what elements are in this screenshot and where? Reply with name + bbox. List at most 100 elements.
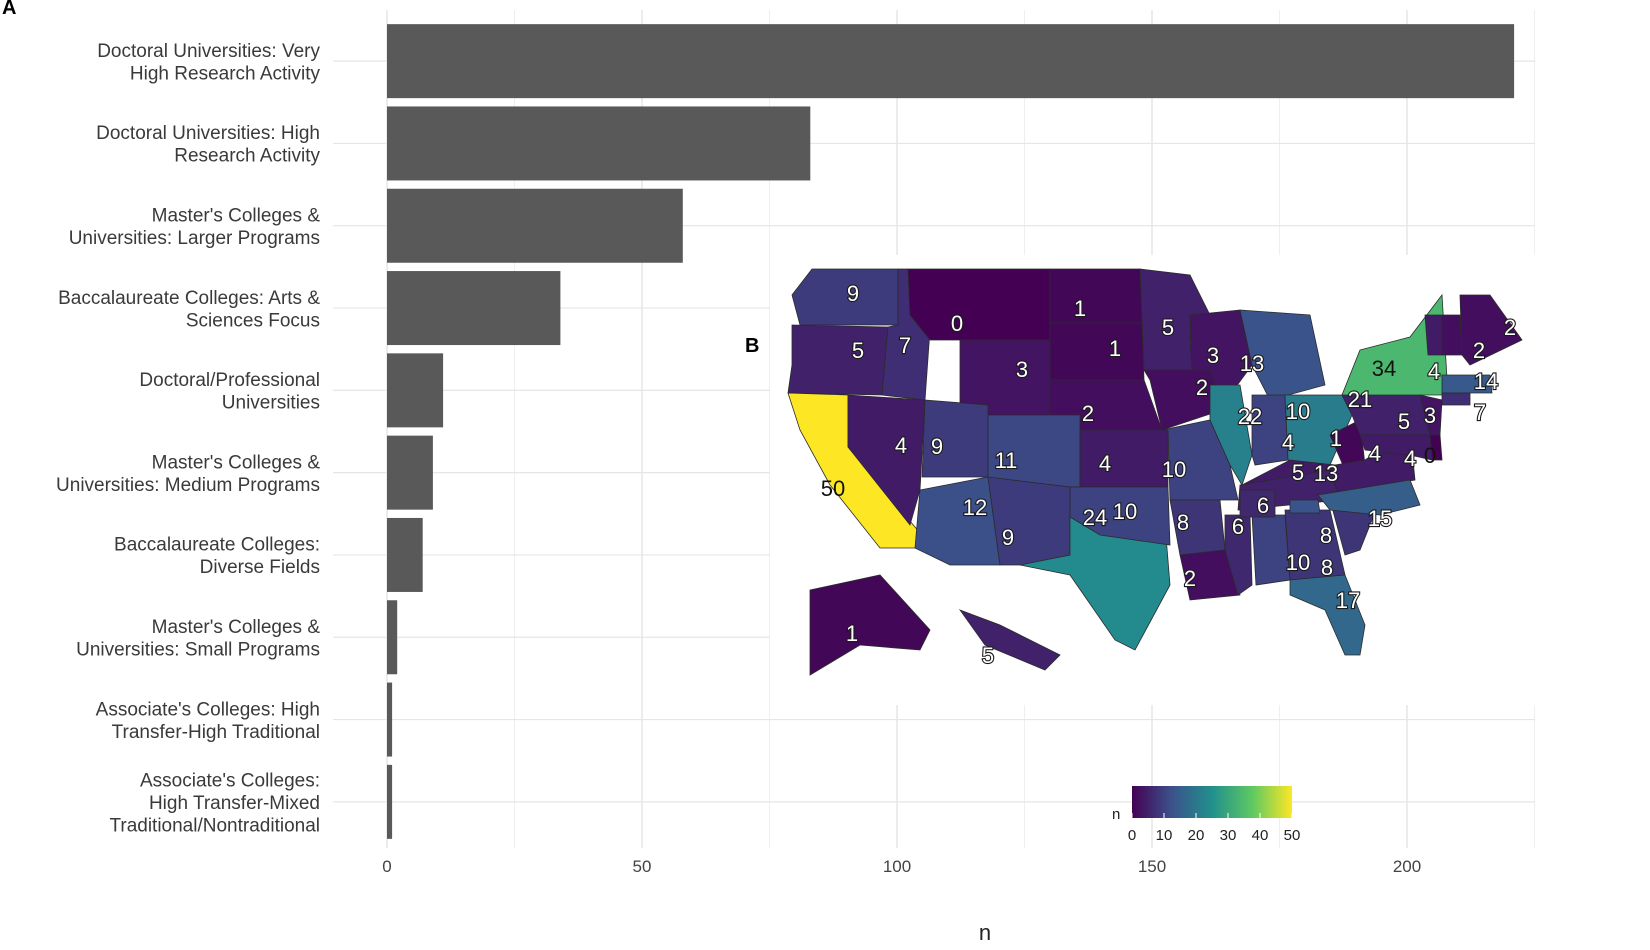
state-value-label: 8 — [1177, 510, 1189, 535]
category-label: Baccalaureate Colleges: Arts & Sciences F… — [58, 288, 320, 332]
panel-a-letter: A — [2, 0, 17, 19]
category-label: Master's Colleges & Universities: Small P… — [76, 617, 320, 661]
state-region — [1289, 574, 1366, 656]
state-value-label: 8 — [1321, 555, 1333, 580]
state-value-label: 17 — [1336, 588, 1360, 613]
bar — [387, 682, 393, 757]
state-region — [987, 476, 1071, 566]
state-value-label: 6 — [1257, 493, 1269, 518]
state-value-label: 4 — [1428, 359, 1440, 384]
state-value-label: 11 — [995, 448, 1018, 473]
state-value-label: 0 — [951, 311, 963, 336]
state-region — [907, 268, 1051, 341]
bars — [387, 24, 1515, 839]
state-region — [809, 574, 931, 676]
state-region — [1143, 369, 1223, 431]
state-value-label: 4 — [895, 433, 907, 458]
state-region — [1441, 374, 1493, 394]
x-tick-labels: 0 50 100 150 200 — [382, 857, 1421, 876]
state-value-label: 2 — [1082, 401, 1094, 426]
bar — [387, 106, 811, 181]
state-region — [787, 324, 889, 396]
x-axis-title: n — [979, 920, 991, 945]
state-value-label: 4 — [1099, 451, 1111, 476]
state-region — [1179, 549, 1241, 601]
state-value-label: 4 — [1282, 430, 1294, 455]
state-value-label: 15 — [1368, 506, 1392, 531]
state-value-label: 0 — [1424, 443, 1436, 468]
state-value-label: 2 — [1473, 338, 1485, 363]
x-tick-label: 100 — [883, 857, 911, 876]
state-region — [1459, 294, 1523, 366]
state-value-label: 13 — [1240, 351, 1264, 376]
state-value-label: 9 — [931, 434, 943, 459]
bar — [387, 353, 444, 428]
state-value-label: 10 — [1162, 457, 1186, 482]
state-region — [791, 268, 899, 326]
state-region — [1424, 314, 1443, 356]
state-region — [1359, 434, 1433, 461]
state-value-label: 3 — [1016, 357, 1028, 382]
state-region — [847, 394, 926, 526]
state-value-label: 3 — [1424, 403, 1436, 428]
state-value-label: 7 — [899, 333, 911, 358]
x-tick-label: 0 — [382, 857, 391, 876]
state-value-label: 3 — [1207, 343, 1219, 368]
bar — [387, 24, 1515, 99]
category-label: Master's Colleges & Universities: Medium … — [56, 452, 320, 496]
state-value-label: 1 — [1330, 426, 1342, 451]
state-value-label: 8 — [1320, 523, 1332, 548]
state-regions — [787, 268, 1523, 676]
state-value-label: 10 — [1113, 499, 1137, 524]
category-label: Doctoral Universities: High Research Acti… — [96, 123, 320, 167]
state-value-label: 9 — [847, 281, 859, 306]
legend-tick-label: 10 — [1156, 827, 1173, 844]
state-region — [1251, 394, 1289, 466]
state-value-label: 4 — [1404, 446, 1416, 471]
legend-colorbar — [1132, 786, 1292, 818]
state-region — [1239, 309, 1326, 401]
state-value-label: 34 — [1372, 356, 1396, 381]
state-value-label: 9 — [1002, 525, 1014, 550]
bar — [387, 764, 393, 839]
bar — [387, 517, 423, 592]
x-tick-label: 50 — [633, 857, 652, 876]
state-region — [1239, 489, 1276, 518]
bar — [387, 271, 561, 346]
category-label: Associate's Colleges: High Transfer-Mixed… — [109, 770, 320, 836]
state-value-label: 5 — [1162, 315, 1174, 340]
bar — [387, 600, 398, 675]
state-value-label: 4 — [1369, 441, 1381, 466]
x-tick-label: 200 — [1393, 857, 1421, 876]
state-value-label: 1 — [846, 621, 858, 646]
state-value-label: 22 — [1238, 404, 1262, 429]
panel-b-letter: B — [745, 335, 760, 357]
state-region — [1079, 429, 1169, 488]
legend-tick-label: 20 — [1188, 827, 1205, 844]
state-region — [1441, 314, 1463, 356]
category-label: Baccalaureate Colleges: Diverse Fields — [114, 535, 320, 579]
inset-map-panel: 9 5 7 0 1 1 5 3 13 3 2 2 50 4 9 11 4 10 22 10 21 4 1 4 5 34 3 0 4 4 2 2… — [770, 255, 1620, 705]
legend-tick-label: 0 — [1128, 827, 1136, 844]
state-region — [914, 476, 1001, 566]
state-value-label: 5 — [1292, 460, 1304, 485]
category-label: Associate's Colleges: High Transfer-High … — [96, 699, 320, 743]
legend-tick-label: 30 — [1220, 827, 1237, 844]
category-label: Doctoral Universities: Very High Research… — [97, 41, 320, 85]
state-value-label: 2 — [1184, 566, 1196, 591]
color-legend: n 0 10 20 30 40 50 — [1112, 786, 1300, 844]
state-region — [1049, 268, 1143, 324]
legend-ticks: 0 10 20 30 40 50 — [1128, 813, 1300, 844]
legend-title: n — [1112, 806, 1120, 823]
state-value-label: 10 — [1286, 550, 1310, 575]
state-region — [1049, 322, 1145, 381]
legend-tick-label: 40 — [1252, 827, 1269, 844]
state-value-label: 13 — [1314, 461, 1338, 486]
state-region — [1441, 392, 1471, 406]
state-value-label: 5 — [852, 338, 864, 363]
bar — [387, 435, 433, 510]
state-value-label: 1 — [1109, 336, 1121, 361]
